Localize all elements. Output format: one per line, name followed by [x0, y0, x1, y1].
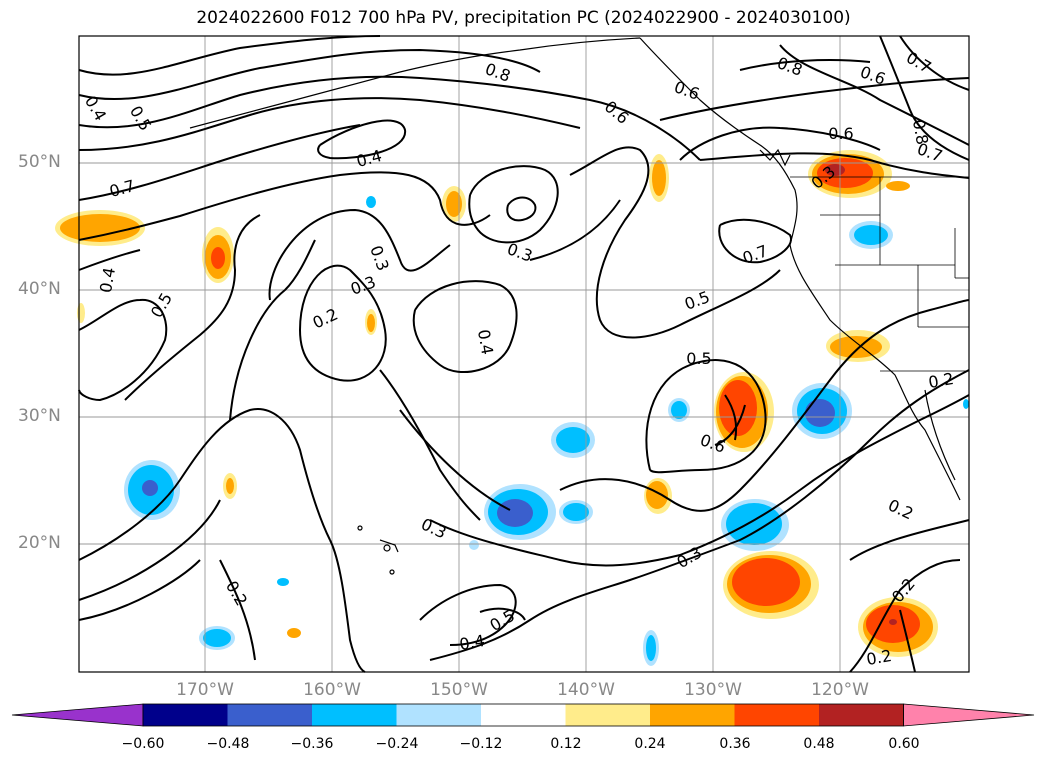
colorbar-outline [142, 703, 904, 727]
lat-label: 30°N [18, 406, 61, 426]
precip-negative-shading [124, 196, 969, 666]
contour-label: 0.4 [458, 631, 486, 654]
colorbar-tick-label: 0.12 [550, 736, 582, 752]
lat-label: 40°N [18, 279, 61, 299]
colorbar-segment [481, 704, 566, 726]
colorbar-tick-label: −0.48 [206, 736, 250, 752]
contour-label: 0.2 [927, 369, 955, 392]
contour-label: 0.6 [828, 124, 853, 143]
map-frame [78, 35, 970, 673]
lon-label: 130°W [684, 680, 742, 700]
lon-label: 140°W [557, 680, 615, 700]
colorbar-tick-label: −0.24 [375, 736, 419, 752]
colorbar-segment [819, 704, 904, 726]
precip-positive-shading [55, 150, 938, 657]
colorbar-segment [227, 704, 313, 726]
map-title: 2024022600 F012 700 hPa PV, precipitatio… [196, 8, 851, 28]
lon-label: 120°W [811, 680, 869, 700]
colorbar-segment [565, 704, 651, 726]
lat-label: 20°N [18, 533, 61, 553]
colorbar-tick-label: −0.60 [121, 736, 165, 752]
colorbar-extend-min [11, 703, 144, 727]
colorbar-tick-label: −0.12 [459, 736, 503, 752]
lat-label: 50°N [18, 152, 61, 172]
colorbar-segment [734, 704, 820, 726]
colorbar-segment [650, 704, 735, 726]
contour-label: 0.2 [865, 646, 893, 669]
colorbar-tick-label: −0.36 [290, 736, 334, 752]
colorbar-tick-label: 0.60 [888, 736, 920, 752]
lon-label: 160°W [303, 680, 361, 700]
lon-label: 170°W [176, 680, 234, 700]
contour-label: 0.8 [909, 118, 932, 146]
colorbar-segment [143, 704, 228, 726]
contour-label: 0.4 [96, 266, 119, 294]
borders [790, 176, 969, 372]
contour-label: 0.5 [686, 349, 711, 368]
lon-label: 150°W [430, 680, 488, 700]
map-plot-area [79, 36, 969, 672]
colorbar-extend-max [903, 703, 1035, 727]
colorbar-tick-label: 0.24 [634, 736, 666, 752]
pv-contours [78, 35, 970, 673]
colorbar-tick-label: 0.48 [803, 736, 835, 752]
contour-label: 0.4 [474, 328, 497, 356]
graticule [79, 36, 969, 672]
colorbar [11, 703, 1035, 727]
colorbar-segment [312, 704, 397, 726]
colorbar-segment [396, 704, 482, 726]
colorbar-tick-label: 0.36 [719, 736, 751, 752]
